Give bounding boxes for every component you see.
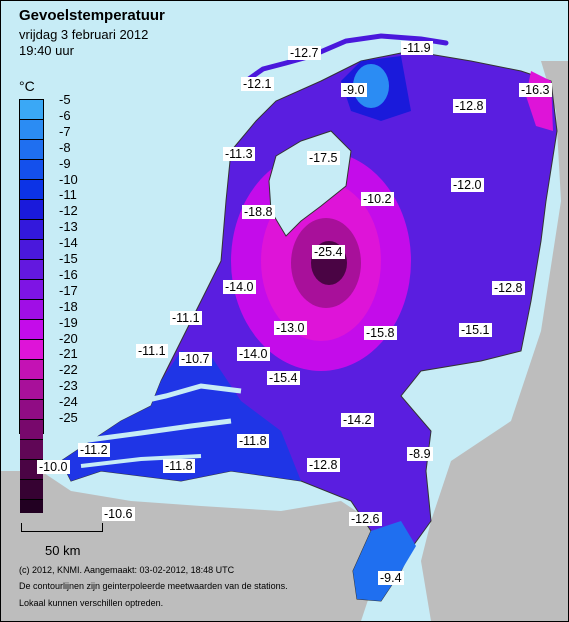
legend-label: -7 <box>59 123 71 139</box>
zeeland-channels-3 <box>80 454 202 468</box>
legend-label: -15 <box>59 251 78 266</box>
station-value-label: -12.6 <box>349 512 382 526</box>
station-value-label: -12.0 <box>451 178 484 192</box>
legend-swatch <box>20 220 43 240</box>
legend-swatch <box>20 480 43 500</box>
legend-swatch <box>20 200 43 220</box>
legend-label: -25 <box>59 410 78 425</box>
station-value-label: -12.7 <box>288 46 321 60</box>
legend-label: -12 <box>59 203 78 219</box>
legend-swatch <box>20 340 43 360</box>
legend-swatch <box>20 320 43 340</box>
station-value-label: -18.8 <box>242 205 275 219</box>
legend-label: -9 <box>59 155 71 171</box>
station-value-label: -12.8 <box>492 281 525 295</box>
station-value-label: -12.1 <box>241 77 274 91</box>
map-date: vrijdag 3 februari 2012 <box>19 27 149 42</box>
north-lightblue <box>353 64 389 108</box>
blue-zone <box>61 351 301 481</box>
station-value-label: -11.9 <box>401 41 433 55</box>
germany-land <box>421 61 568 621</box>
legend-swatch <box>20 100 43 120</box>
station-value-label: -11.8 <box>163 459 195 473</box>
map-title: Gevoelstemperatuur <box>19 7 165 24</box>
legend-swatch <box>20 420 43 440</box>
legend-swatch <box>20 400 43 420</box>
legend-label: -19 <box>59 314 78 330</box>
legend-swatch <box>20 280 43 300</box>
station-value-label: -11.2 <box>78 443 110 457</box>
station-value-label: -10.2 <box>361 192 394 206</box>
legend-swatch <box>20 360 43 380</box>
station-value-label: -25.4 <box>312 245 345 259</box>
legend-swatch <box>20 300 43 320</box>
legend-swatch <box>20 160 43 180</box>
legend-swatch <box>20 180 43 200</box>
legend-label: -21 <box>59 346 78 362</box>
station-value-label: -12.8 <box>307 458 340 472</box>
color-legend <box>19 99 44 513</box>
legend-label: -23 <box>59 378 78 394</box>
legend-label: -24 <box>59 394 78 410</box>
zeeland-channels-2 <box>80 418 232 444</box>
legend-label: -11 <box>59 187 77 203</box>
station-value-label: -9.4 <box>378 571 404 585</box>
scale-bar <box>21 523 103 532</box>
legend-swatch <box>20 380 43 400</box>
credit-line: Lokaal kunnen verschillen optreden. <box>19 598 164 608</box>
credit-line: De contourlijnen zijn geinterpoleerde me… <box>19 581 288 591</box>
station-value-label: -14.2 <box>341 413 374 427</box>
legend-swatch <box>20 440 43 460</box>
station-value-label: -15.1 <box>459 323 492 337</box>
station-value-label: -15.4 <box>267 371 300 385</box>
legend-swatch <box>20 140 43 160</box>
legend-swatch <box>20 500 43 513</box>
station-value-label: -17.5 <box>307 151 340 165</box>
legend-label: -14 <box>59 235 78 251</box>
station-value-label: -13.0 <box>274 321 307 335</box>
station-value-label: -11.8 <box>237 434 269 448</box>
scale-bar-label: 50 km <box>45 543 81 558</box>
station-value-label: -8.9 <box>407 447 433 461</box>
legend-swatch <box>20 120 43 140</box>
map-time: 19:40 uur <box>19 43 74 58</box>
station-value-label: -10.0 <box>37 460 70 474</box>
legend-label: -8 <box>59 139 71 155</box>
station-value-label: -11.3 <box>223 147 255 161</box>
station-value-label: -14.0 <box>223 280 256 294</box>
legend-label: -13 <box>59 219 78 235</box>
legend-label: -5 <box>59 92 71 107</box>
legend-label: -20 <box>59 330 78 346</box>
legend-label: -10 <box>59 171 78 187</box>
legend-label: -18 <box>59 298 78 314</box>
belgium-land <box>1 471 381 621</box>
legend-label: -16 <box>59 266 78 282</box>
legend-swatch <box>20 240 43 260</box>
station-value-label: -10.6 <box>102 507 135 521</box>
wadden-islands <box>243 33 449 84</box>
station-value-label: -12.8 <box>453 99 486 113</box>
legend-swatch <box>20 260 43 280</box>
station-value-label: -11.1 <box>170 311 202 325</box>
south-blue-zone <box>353 521 416 601</box>
station-value-label: -10.7 <box>179 352 212 366</box>
legend-unit: °C <box>19 78 35 94</box>
legend-label: -17 <box>59 282 78 298</box>
station-value-label: -14.0 <box>237 347 270 361</box>
legend-label: -22 <box>59 362 78 378</box>
legend-label: -6 <box>59 107 71 123</box>
station-value-label: -11.1 <box>136 344 168 358</box>
station-value-label: -9.0 <box>341 83 367 97</box>
station-value-label: -16.3 <box>519 83 552 97</box>
zeeland-channels <box>70 383 242 419</box>
station-value-label: -15.8 <box>364 326 397 340</box>
credit-line: (c) 2012, KNMI. Aangemaakt: 03-02-2012, … <box>19 565 235 575</box>
